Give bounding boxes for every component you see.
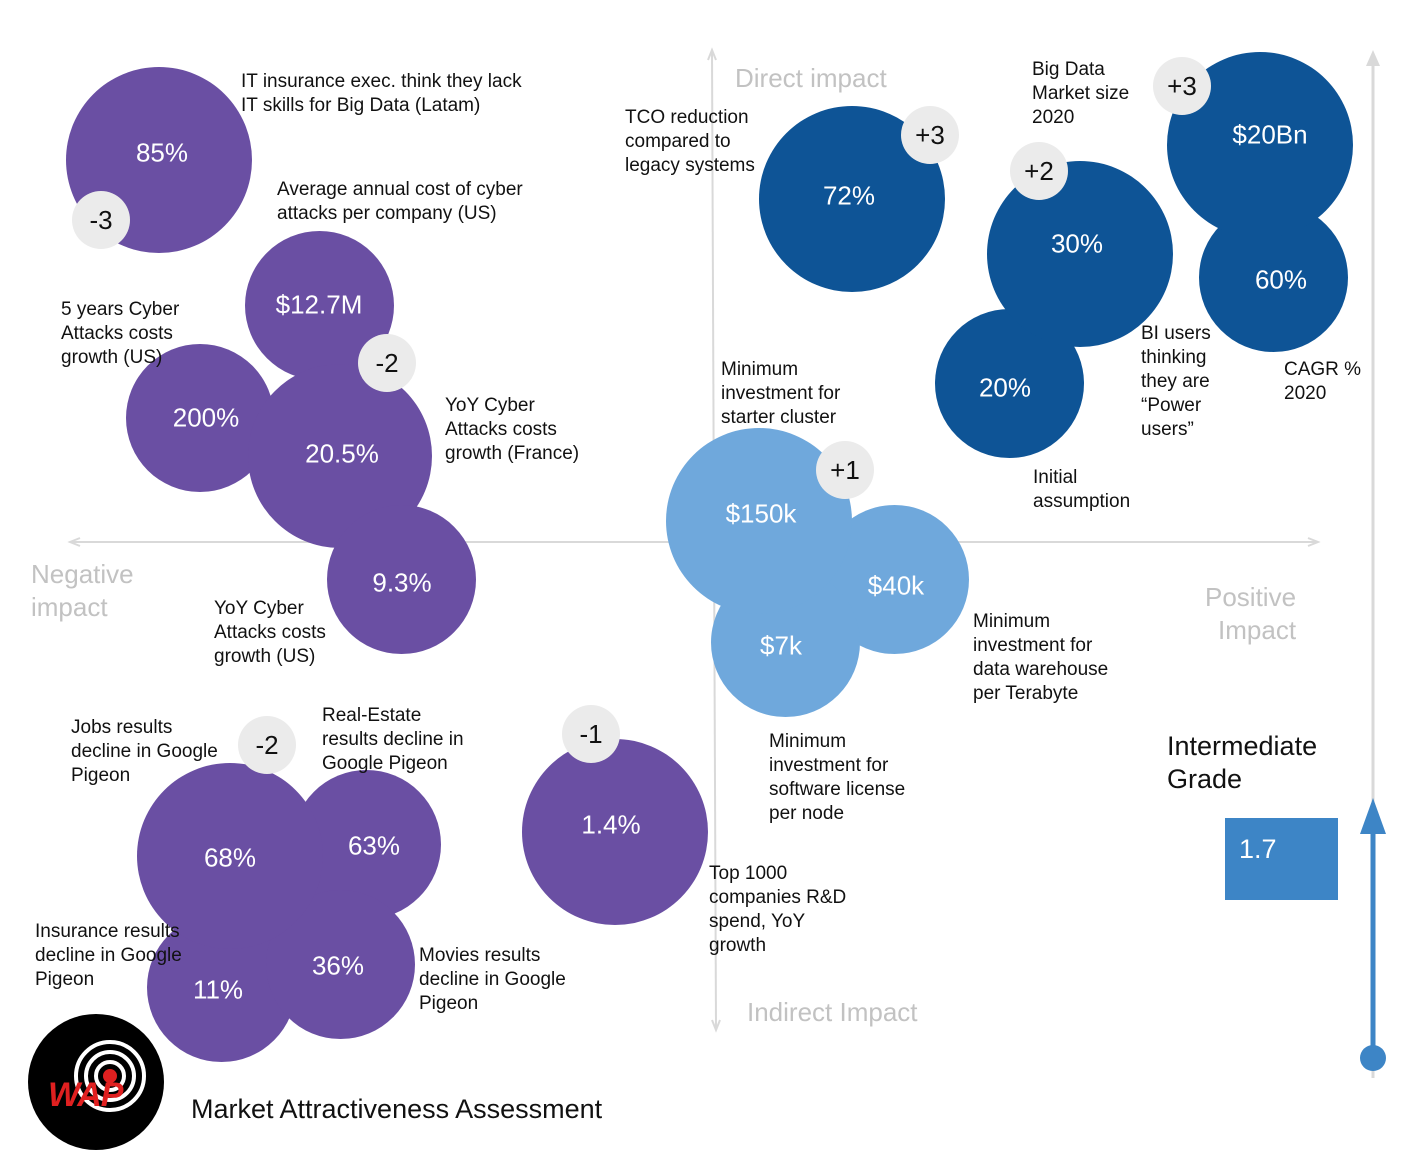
value-it-insurance: 85% bbox=[135, 137, 189, 168]
score-badge-it: -3 bbox=[72, 191, 130, 249]
label-initial: Initial assumption bbox=[1033, 467, 1131, 512]
label-cyber-5y: 5 years Cyber Attacks costs growth (US) bbox=[61, 299, 180, 368]
label-cyber-cost: Average annual cost of cyber attacks per… bbox=[277, 179, 523, 224]
score-badge-invest: +1 bbox=[816, 441, 874, 499]
label-starter: Minimum investment for starter cluster bbox=[721, 359, 841, 428]
horizontal-axis-arrow-left bbox=[67, 537, 81, 547]
grade-label: Intermediate Grade bbox=[1167, 731, 1318, 794]
value-bi-users: 30% bbox=[1050, 228, 1104, 259]
value-initial: 20% bbox=[978, 372, 1032, 403]
value-movies: 36% bbox=[311, 950, 365, 981]
label-cyber-us: YoY Cyber Attacks costs growth (US) bbox=[214, 598, 326, 667]
score-badge-market: +3 bbox=[1153, 57, 1211, 115]
score-badge-google: -2 bbox=[238, 716, 296, 774]
bubble-jobs bbox=[137, 763, 323, 949]
label-realestate: Real-Estate results decline in Google Pi… bbox=[322, 705, 464, 774]
value-starter: $150k bbox=[725, 498, 797, 529]
grade-indicator bbox=[1360, 798, 1386, 1071]
score-badge-bi: +2 bbox=[1010, 142, 1068, 200]
label-license: Minimum investment for software license … bbox=[769, 731, 906, 824]
vertical-axis-arrow-bottom bbox=[711, 1019, 721, 1033]
value-insurance: 11% bbox=[192, 974, 244, 1005]
grade-indicator-dot bbox=[1360, 1045, 1386, 1071]
value-cyber-us: 9.3% bbox=[372, 567, 432, 598]
label-it-insurance: IT insurance exec. think they lack IT sk… bbox=[241, 71, 522, 116]
grade-indicator-arrow bbox=[1360, 798, 1386, 834]
score-badge-tco: +3 bbox=[901, 106, 959, 164]
label-bi-users: BI users thinking they are “Power users” bbox=[1141, 323, 1211, 440]
label-movies: Movies results decline in Google Pigeon bbox=[419, 945, 566, 1014]
page-title: Market Attractiveness Assessment bbox=[191, 1094, 603, 1124]
value-cyber-cost: $12.7M bbox=[275, 289, 363, 320]
wap-logo-icon bbox=[74, 1040, 146, 1112]
value-cyber-5y: 200% bbox=[172, 402, 240, 433]
label-insurance: Insurance results decline in Google Pige… bbox=[35, 921, 182, 990]
horizontal-axis-arrow-right bbox=[1307, 537, 1321, 547]
value-tco: 72% bbox=[822, 180, 876, 211]
bubble-rnd bbox=[522, 739, 708, 925]
value-cagr: 60% bbox=[1254, 264, 1308, 295]
label-jobs: Jobs results decline in Google Pigeon bbox=[71, 717, 218, 786]
value-realestate: 63% bbox=[347, 830, 401, 861]
grade-box: 1.7 bbox=[1225, 818, 1338, 900]
value-warehouse: $40k bbox=[867, 570, 925, 601]
vertical-axis-arrow-top bbox=[707, 47, 717, 61]
wap-logo-text: WAP bbox=[48, 1076, 123, 1114]
grade-scale-arrow-head bbox=[1366, 50, 1380, 66]
axis-label-positive: Positive Impact bbox=[1205, 582, 1297, 645]
score-badge-rnd: -1 bbox=[562, 705, 620, 763]
label-warehouse: Minimum investment for data warehouse pe… bbox=[973, 611, 1109, 704]
bubble-cyber-us bbox=[327, 505, 476, 654]
axis-label-negative: Negative impact bbox=[31, 559, 134, 622]
label-market-size: Big Data Market size 2020 bbox=[1032, 59, 1130, 128]
label-cagr: CAGR % 2020 bbox=[1284, 359, 1362, 404]
value-jobs: 68% bbox=[203, 842, 257, 873]
label-rnd: Top 1000 companies R&D spend, YoY growth bbox=[709, 863, 847, 956]
axis-label-direct: Direct impact bbox=[735, 63, 887, 93]
label-cyber-fr: YoY Cyber Attacks costs growth (France) bbox=[445, 395, 580, 464]
score-badge-cyber: -2 bbox=[358, 334, 416, 392]
label-tco: TCO reduction compared to legacy systems bbox=[625, 107, 755, 176]
wap-logo: WAP bbox=[28, 1014, 164, 1150]
grade-value: 1.7 bbox=[1239, 834, 1277, 864]
axis-label-indirect: Indirect Impact bbox=[747, 997, 918, 1027]
value-market-size: $20Bn bbox=[1232, 119, 1308, 150]
value-license: $7k bbox=[760, 630, 802, 661]
value-rnd: 1.4% bbox=[581, 809, 641, 840]
value-cyber-fr: 20.5% bbox=[305, 438, 379, 469]
